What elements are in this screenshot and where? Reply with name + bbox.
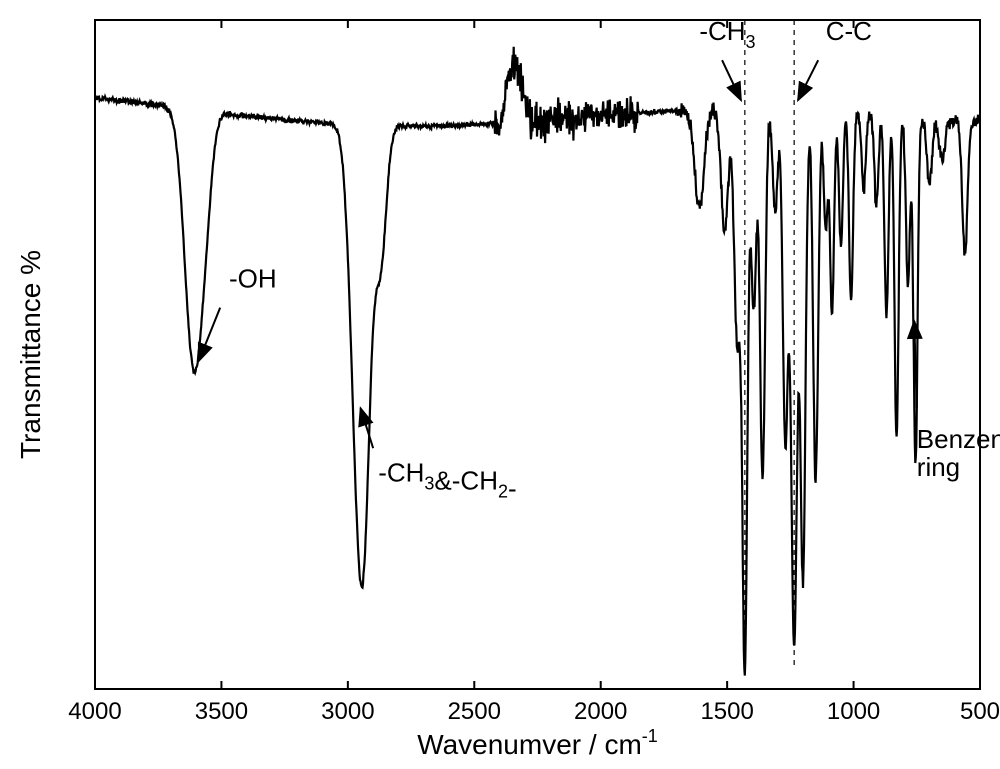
ir-spectrum-figure: 4000 3500 3000 2500 2000 1500 1000 500 Transmit… bbox=[0, 0, 1000, 769]
x-tick-label: 2000 bbox=[574, 698, 627, 725]
x-tick-label: 4000 bbox=[68, 698, 121, 725]
x-tick-label: 3500 bbox=[195, 698, 248, 725]
annotation-arrow bbox=[361, 408, 374, 448]
peak-annotations: -OH -CH3&-CH2- -CH3 C-C Benzenering bbox=[199, 16, 1000, 504]
x-tick-label: 3000 bbox=[321, 698, 374, 725]
x-tick-label: 1000 bbox=[827, 698, 880, 725]
x-tick-label: 500 bbox=[960, 698, 1000, 725]
annotation-ch3ch2-label: -CH3&-CH2- bbox=[378, 458, 516, 504]
annotation-benzene-label: Benzenering bbox=[917, 424, 1000, 482]
x-tick-label: 1500 bbox=[700, 698, 753, 725]
annotation-cc-label: C-C bbox=[826, 16, 872, 46]
annotation-oh-label: -OH bbox=[229, 264, 277, 294]
peak-guide-lines bbox=[745, 20, 794, 669]
chart-svg: 4000 3500 3000 2500 2000 1500 1000 500 Transmit… bbox=[0, 0, 1000, 769]
annotation-arrow bbox=[722, 60, 741, 100]
y-axis-label: Transmittance % bbox=[15, 250, 46, 459]
x-axis-label: Wavenumver / cm-1 bbox=[417, 726, 658, 760]
spectrum-line bbox=[95, 47, 980, 676]
x-tick-label: 2500 bbox=[448, 698, 501, 725]
annotation-arrow bbox=[798, 60, 818, 100]
annotation-ch3-label: -CH3 bbox=[699, 16, 755, 52]
